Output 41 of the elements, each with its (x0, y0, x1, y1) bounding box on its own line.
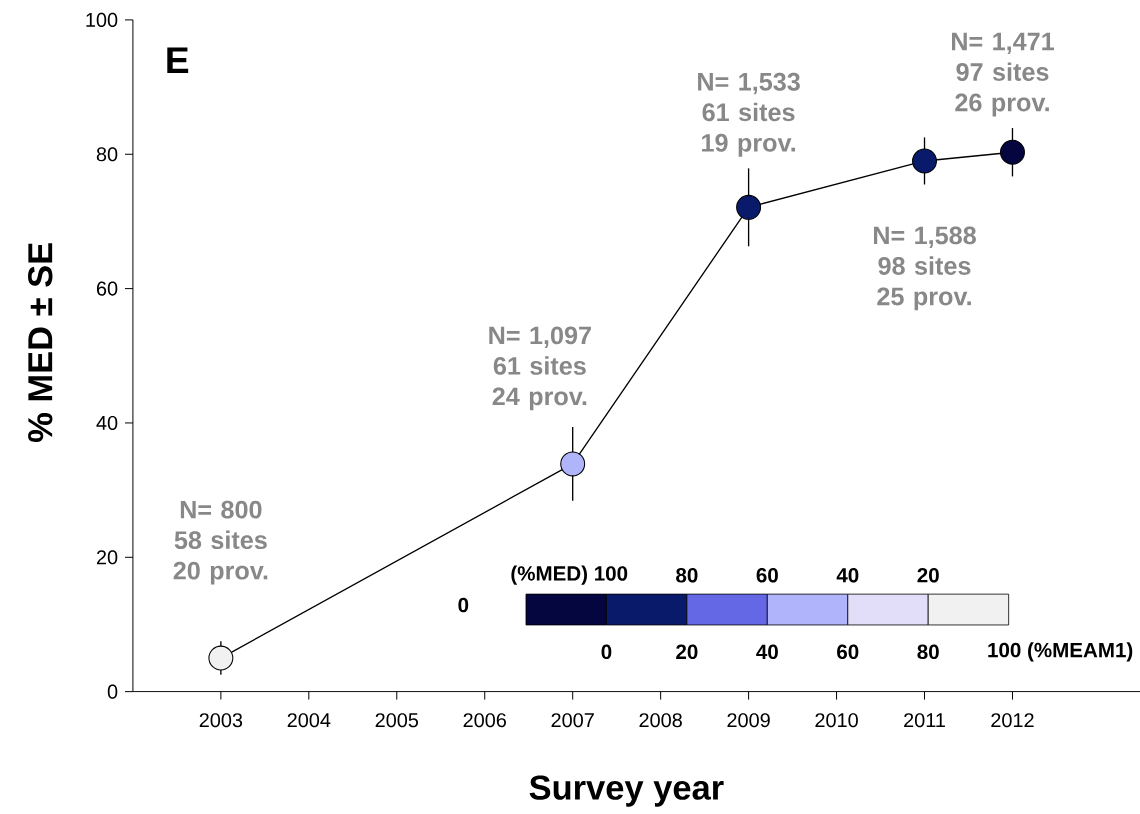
x-tick-label: 2009 (727, 713, 770, 728)
y-tick-label: 100 (86, 12, 118, 27)
annotation: 80 (676, 567, 698, 583)
point (736, 194, 762, 220)
annotation: N= 1,471 97 sites 26 prov. (952, 32, 1055, 117)
point (1000, 139, 1025, 165)
point (912, 148, 937, 174)
x-tick-label: 2011 (904, 713, 945, 728)
x-axis-title: Survey year (529, 775, 724, 807)
point (208, 645, 234, 671)
annotation: N= 1,533 61 sites 19 prov. (698, 72, 800, 157)
y-tick-label: 40 (96, 415, 118, 430)
x-tick-label: 2003 (199, 713, 243, 728)
y-axis-title: % MED ± SE (28, 243, 53, 442)
y-tick-label: 60 (96, 281, 118, 296)
y-tick-label: 20 (96, 550, 118, 565)
point (560, 451, 586, 477)
annotation: 0 (458, 597, 469, 613)
annotation: 40 (836, 567, 859, 583)
annotation: N= 1,097 61 sites 24 prov. (489, 326, 591, 411)
x-tick-label: 2007 (551, 713, 594, 728)
y-tick-label: 80 (96, 147, 118, 162)
annotation: 20 (676, 644, 698, 660)
annotation: 100 (%MEAM1) (988, 642, 1133, 662)
annotation: N= 1,588 98 sites 25 prov. (873, 226, 976, 311)
annotation: (%MED) 100 (511, 565, 628, 585)
x-tick-label: 2012 (991, 713, 1034, 728)
x-tick-label: 2010 (815, 713, 858, 728)
annotation: 0 (601, 644, 612, 660)
annotation: N= 800 58 sites 20 prov. (173, 500, 268, 585)
x-tick-label: 2004 (287, 713, 331, 728)
annotation: 60 (756, 567, 778, 583)
y-tick-label: 0 (107, 684, 118, 699)
x-tick-label: 2006 (463, 713, 506, 728)
annotation: 40 (756, 644, 778, 660)
text: E (167, 47, 189, 73)
annotation: 80 (917, 644, 939, 660)
annotation: 60 (837, 644, 859, 660)
annotation: 20 (917, 567, 939, 583)
x-tick-label: 2005 (375, 713, 419, 728)
x-tick-label: 2008 (639, 713, 682, 728)
